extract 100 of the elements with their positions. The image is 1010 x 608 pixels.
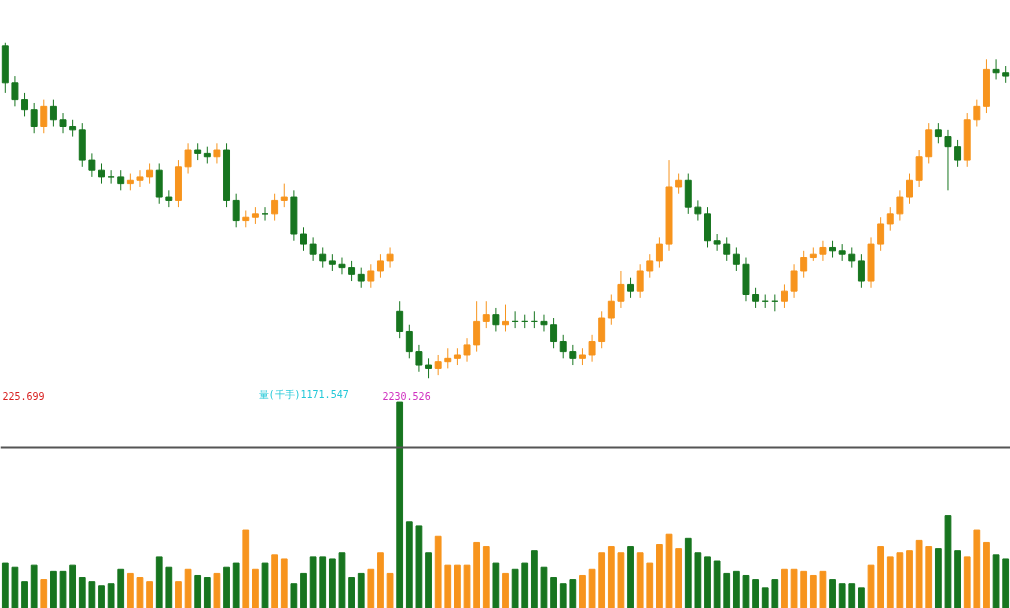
bar [761, 587, 769, 608]
bar [50, 570, 57, 608]
candlestick [588, 334, 596, 363]
candlestick [723, 236, 731, 262]
bar [906, 550, 913, 608]
candlestick [800, 250, 808, 279]
candlestick [280, 183, 288, 208]
candlestick [646, 253, 654, 279]
candlestick [992, 58, 1000, 80]
bar [617, 552, 625, 608]
text: 2230.526 [382, 390, 431, 402]
bar [848, 583, 856, 608]
candlestick [11, 75, 19, 107]
bar [771, 579, 779, 608]
bar [69, 564, 77, 608]
bar [877, 546, 885, 608]
candlestick [819, 240, 827, 262]
candlestick [954, 139, 962, 168]
bar [800, 570, 808, 608]
bar [530, 550, 538, 608]
candlestick [540, 314, 548, 332]
candlestick [752, 287, 760, 309]
candlestick [790, 263, 798, 299]
bar [425, 552, 432, 608]
candlestick [877, 216, 885, 252]
candlestick [627, 277, 635, 299]
bar [713, 560, 721, 608]
bar [405, 521, 413, 608]
bar [665, 533, 673, 608]
bar [203, 577, 211, 608]
bar [328, 558, 336, 608]
bar [396, 401, 404, 608]
bar [858, 587, 865, 608]
bar [348, 577, 355, 608]
bar [357, 572, 365, 608]
bar [11, 566, 19, 608]
bar [213, 572, 221, 608]
bar [175, 581, 182, 608]
candlestick [309, 236, 317, 262]
candlestick [184, 142, 192, 175]
bar [896, 552, 904, 608]
candlestick [973, 99, 981, 127]
bar [588, 568, 596, 608]
candlestick [396, 300, 404, 339]
candlestick [40, 99, 48, 134]
candlestick [780, 283, 788, 309]
bar [242, 529, 250, 608]
candlestick [694, 199, 702, 222]
candlestick [357, 267, 365, 289]
bar [838, 583, 846, 608]
candlestick [338, 257, 346, 275]
bar [1002, 558, 1010, 608]
bar [723, 572, 731, 608]
candlestick [59, 112, 67, 134]
candlestick [21, 92, 29, 117]
candlestick [98, 162, 105, 185]
candlestick [502, 304, 509, 332]
candlestick [607, 294, 615, 326]
bar [194, 574, 202, 608]
bar [867, 564, 875, 608]
bar [319, 556, 327, 608]
bar [732, 570, 740, 608]
candlestick [655, 236, 663, 269]
candlestick [617, 270, 625, 309]
bar [569, 579, 577, 608]
bar [886, 556, 894, 608]
candlestick [713, 233, 721, 252]
bar [742, 574, 750, 608]
candlestick [261, 206, 269, 222]
bar [492, 562, 500, 608]
bar [983, 541, 990, 608]
bar [694, 552, 702, 608]
bar [790, 568, 798, 608]
bar [915, 539, 923, 608]
bar [675, 548, 683, 608]
bar [21, 581, 28, 608]
text: 量(千手)1171.547 [258, 388, 349, 400]
bar [367, 568, 375, 608]
bar [463, 564, 471, 608]
bar [165, 566, 173, 608]
candlestick [425, 357, 433, 379]
candlestick [49, 99, 57, 127]
bar [511, 568, 519, 608]
bar [290, 583, 298, 608]
bar [30, 564, 38, 608]
bar [819, 570, 827, 608]
text: 225.699 [2, 390, 45, 402]
candlestick [598, 310, 606, 349]
candlestick [463, 337, 471, 363]
candlestick [415, 344, 423, 373]
bar [829, 579, 836, 608]
candlestick [906, 173, 913, 205]
bar [482, 546, 490, 608]
candlestick [636, 263, 644, 299]
bar [925, 546, 933, 608]
bar [136, 577, 144, 608]
candlestick [848, 246, 856, 269]
bar [963, 556, 971, 608]
candlestick [473, 300, 481, 353]
bar [540, 566, 548, 608]
